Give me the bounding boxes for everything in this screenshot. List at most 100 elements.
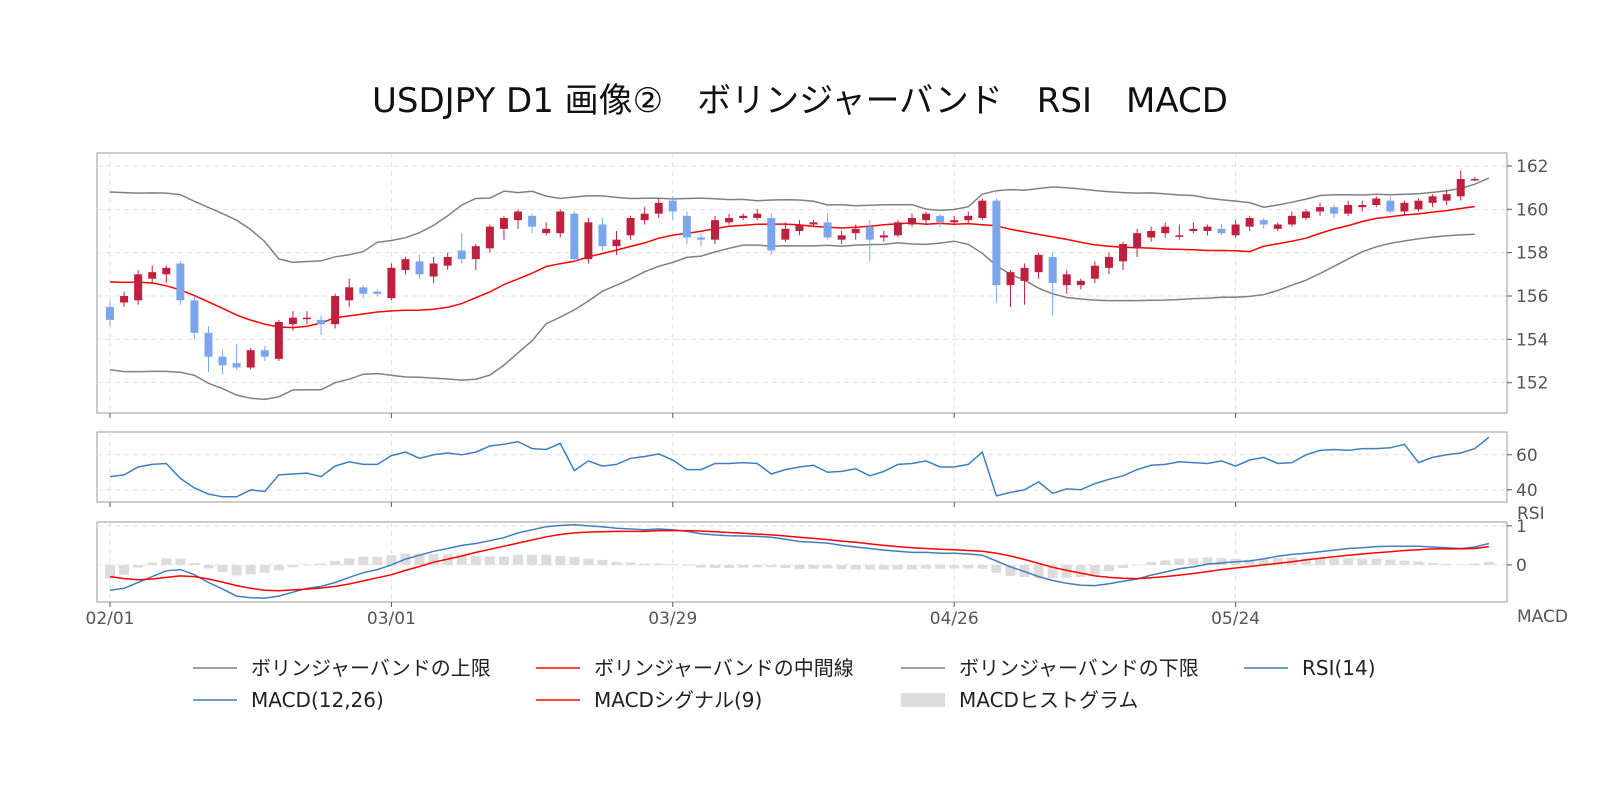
candle-body — [1147, 231, 1156, 238]
x-tick-label: 04/26 — [930, 609, 979, 629]
candle-body — [1442, 194, 1451, 201]
macd-hist-bar — [1033, 564, 1044, 579]
candle-body — [106, 306, 114, 320]
candle-body — [992, 200, 1001, 286]
candle-body — [302, 317, 311, 320]
candle-body — [528, 215, 537, 227]
macd-hist-bar — [1132, 564, 1143, 566]
macd-hist-bar — [1413, 561, 1424, 565]
macd-hist-bar — [1244, 559, 1255, 565]
candle-body — [1245, 218, 1254, 227]
candle-body — [809, 222, 818, 225]
candle-body — [1301, 211, 1310, 218]
bb-middle-line — [109, 205, 1475, 329]
macd-hist-bar — [1103, 564, 1114, 572]
macd-hist-bar — [1005, 564, 1016, 576]
y-tick-label: 152 — [1516, 374, 1548, 394]
candle-body — [725, 218, 734, 223]
macd-hist-bar — [1075, 564, 1086, 578]
price-panel-frame — [96, 152, 1508, 414]
macd-hist-bar — [1160, 560, 1171, 565]
legend: ボリンジャーバンドの上限 ボリンジャーバンドの中間線 ボリンジャーバンドの下限 RSI… — [193, 656, 1376, 712]
macd-hist-bar — [1357, 558, 1368, 565]
candle-body — [246, 350, 255, 368]
candle-body — [120, 296, 129, 303]
candle-body — [781, 228, 790, 240]
macd-hist-bar — [231, 564, 242, 576]
macd-hist-bar — [836, 564, 847, 570]
x-tick-label: 02/01 — [86, 609, 135, 629]
candle-body — [1119, 244, 1128, 262]
macd-hist-bar — [864, 564, 875, 570]
candle-body — [753, 213, 762, 218]
macd-hist-bar — [1061, 564, 1072, 578]
macd-hist-bar — [1258, 558, 1269, 565]
y-tick-label: 40 — [1516, 481, 1538, 501]
candle-body — [288, 317, 297, 325]
macd-hist-bar — [583, 558, 594, 565]
macd-hist-bar — [1216, 558, 1227, 565]
candle-body — [1175, 235, 1184, 237]
candle-body — [1273, 224, 1282, 229]
macd-hist-bar — [977, 564, 988, 569]
macd-hist-bar — [372, 556, 383, 565]
macd-hist-bar — [513, 554, 524, 565]
macd-hist-bar — [456, 554, 467, 565]
candle-body — [274, 322, 283, 359]
candle-body — [1316, 207, 1325, 212]
macd-hist-bar — [1343, 558, 1354, 565]
x-tick-label: 05/24 — [1211, 609, 1260, 629]
rsi-series — [109, 436, 1490, 498]
x-axis: 02/01 03/01 03/29 04/26 05/24 — [86, 413, 1260, 629]
candle-body — [1231, 224, 1240, 236]
macd-hist-bar — [217, 564, 228, 572]
legend-label: ボリンジャーバンドの中間線 — [594, 656, 854, 680]
macd-hist-bar — [301, 564, 312, 565]
candle-body — [950, 220, 959, 223]
candle-body — [1104, 257, 1113, 268]
candle-body — [443, 257, 452, 266]
macd-hist-bar — [498, 556, 509, 565]
macd-histogram — [105, 553, 1494, 579]
macd-hist-bar — [710, 564, 721, 569]
macd-hist-bar — [1427, 562, 1438, 565]
rsi-axis-label: RSI — [1517, 504, 1545, 524]
legend-label: MACD(12,26) — [251, 688, 384, 712]
macd-hist-bar — [780, 564, 791, 569]
macd-hist-bar — [822, 564, 833, 569]
macd-hist-bar — [1174, 558, 1185, 565]
macd-hist-bar — [484, 556, 495, 565]
legend-label: ボリンジャーバンドの上限 — [251, 656, 491, 680]
macd-hist-bar — [161, 558, 172, 565]
macd-hist-bar — [1047, 564, 1058, 579]
macd-panel-frame — [96, 521, 1508, 603]
rsi-grid — [97, 432, 1507, 502]
candle-body — [485, 226, 494, 249]
candle-body — [162, 267, 171, 275]
candle-body — [232, 363, 241, 368]
macd-hist-bar — [695, 564, 706, 568]
macd-hist-bar — [1272, 557, 1283, 565]
macd-hist-bar — [963, 564, 974, 569]
candle-body — [936, 215, 945, 223]
macd-hist-bar — [175, 558, 186, 565]
candle-body — [668, 200, 677, 212]
candle-body — [823, 222, 832, 238]
macd-hist-bar — [119, 564, 130, 575]
macd-hist-bar — [766, 564, 777, 568]
candle-body — [148, 272, 157, 279]
macd-y-axis: 01 — [1507, 517, 1527, 576]
candle-body — [1330, 207, 1339, 214]
legend-swatch — [901, 693, 945, 707]
macd-hist-bar — [738, 564, 749, 568]
macd-hist-bar — [1146, 562, 1157, 565]
candle-body — [1090, 265, 1099, 279]
candle-body — [1020, 267, 1029, 281]
macd-hist-bar — [1329, 558, 1340, 565]
candle-body — [387, 267, 396, 299]
chart-title: USDJPY D1 画像② ボリンジャーバンド RSI MACD — [372, 81, 1228, 121]
macd-hist-bar — [1469, 563, 1480, 565]
macd-hist-bar — [344, 558, 355, 565]
candle-body — [598, 224, 607, 247]
macd-line — [109, 523, 1490, 599]
